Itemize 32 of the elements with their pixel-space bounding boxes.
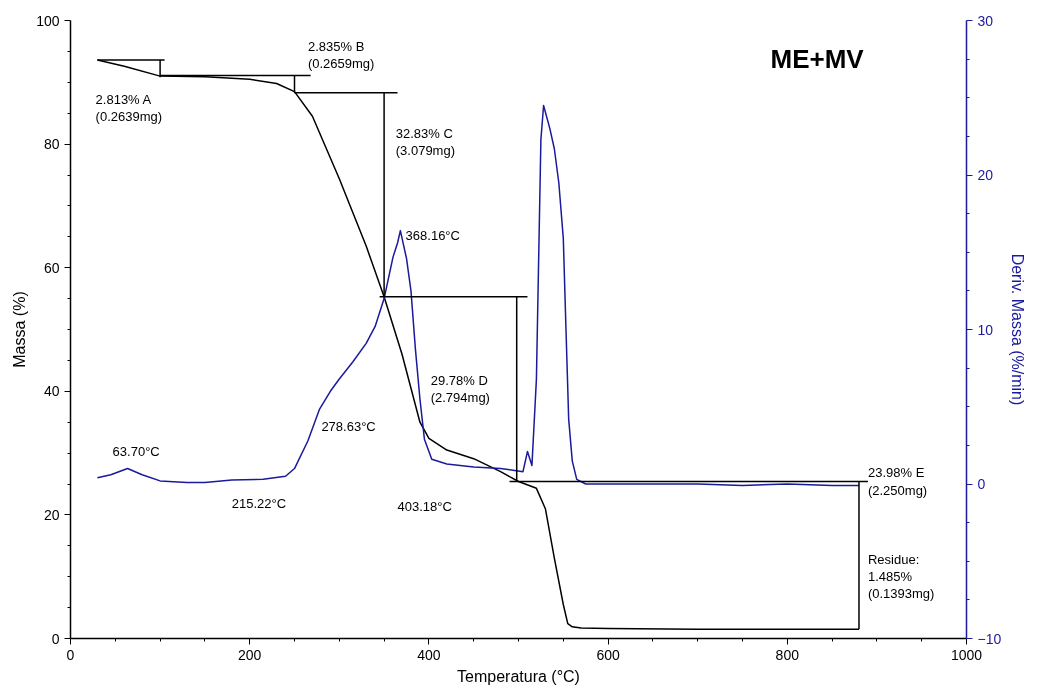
y-axis-title: Massa (%) [11,291,29,368]
annotation: Residue: 1.485% (0.1393mg) [867,551,935,602]
annotation: 63.70°C [112,443,160,459]
y-tick-label: 80 [43,136,60,153]
y2-tick-label: 0 [977,476,986,492]
y-tick-label: 60 [43,259,60,276]
annotation: 29.78% D (2.794mg) [430,372,490,406]
x-tick-label: 1000 [950,646,983,663]
x-tick-label: 0 [66,646,75,663]
y-tick-label: 40 [43,383,60,400]
text: ME+MV [770,43,865,74]
y2-tick-label: 20 [977,167,994,183]
y-tick-label: 20 [43,506,60,523]
annotation: 2.835% B (0.2659mg) [307,39,375,72]
annotation: 403.18°C [397,499,452,515]
annotation: 23.98% E (2.250mg) [867,465,928,498]
annotation: 2.813% A (0.2639mg) [95,91,163,124]
y-tick-label: 0 [51,630,60,647]
annotation: 368.16°C [405,227,460,243]
annotation: 32.83% C (3.079mg) [395,125,455,158]
x-axis-title: Temperatura (°C) [457,667,580,685]
y2-tick-label: 30 [977,12,994,29]
x-tick-label: 400 [417,646,441,663]
y2-tick-label: 10 [977,321,994,338]
y2-axis-title: Deriv. Massa (%/min) [1009,253,1027,406]
y2-tick-label: −10 [977,630,1002,647]
annotation: 215.22°C [231,496,287,512]
x-tick-label: 200 [238,646,262,663]
x-tick-label: 800 [775,646,800,663]
x-tick-label: 600 [596,646,620,663]
annotation: 278.63°C [321,419,376,435]
y-tick-label: 100 [36,12,60,29]
